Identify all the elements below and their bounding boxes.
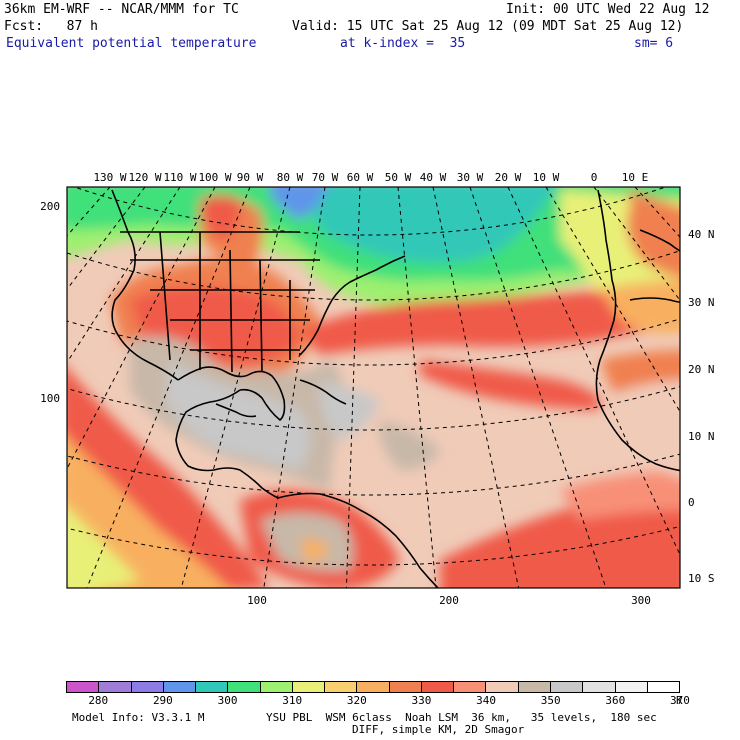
diffusion-info: DIFF, simple KM, 2D Smagor (352, 723, 525, 736)
longitude-label: 100 W (198, 171, 231, 184)
colorbar-label: 360 (605, 694, 626, 707)
colorbar-label: 290 (152, 694, 173, 707)
longitude-label: 60 W (347, 171, 374, 184)
longitude-gridline (263, 187, 326, 588)
colorbar-swatch (615, 682, 648, 692)
colorbar-swatch (357, 682, 390, 692)
colorbar-label: 370 (670, 694, 690, 707)
field-370-caribbean (165, 360, 310, 470)
colorbar-swatch (518, 682, 551, 692)
colorbar-swatch (421, 682, 455, 692)
latitude-label: 10 S (688, 572, 715, 585)
colorbar-label: 310 (282, 694, 303, 707)
colorbar-swatch (583, 682, 616, 692)
longitude-label: 130 W (93, 171, 126, 184)
colorbar-swatch (131, 682, 164, 692)
init-time: Init: 00 UTC Wed 22 Aug 12 (506, 2, 710, 17)
longitude-gridline (432, 187, 520, 588)
colorbar (66, 681, 680, 693)
colorbar-swatch (260, 682, 293, 692)
longitude-label: 0 (591, 171, 598, 184)
colorbar-swatch (454, 682, 487, 692)
smoothing-label: sm= 6 (634, 36, 674, 51)
latitude-gridline (67, 453, 680, 496)
colorbar-swatch (389, 682, 422, 692)
latitude-label: 40 N (688, 228, 715, 241)
k-index-label: at k-index = 35 (340, 36, 466, 51)
left-grid-labels: 200 100 (40, 200, 60, 405)
longitude-gridline (469, 187, 607, 588)
left-grid-label: 200 (40, 200, 60, 213)
longitude-label: 110 W (163, 171, 196, 184)
longitude-gridline (545, 187, 680, 413)
longitude-gridline (507, 187, 680, 556)
physics-info: YSU PBL WSM 6class Noah LSM 36 km, 35 le… (266, 711, 657, 724)
forecast-hour: Fcst: 87 h (4, 19, 98, 34)
colorbar-swatch (486, 682, 519, 692)
longitude-labels: 130 W 120 W 110 W 100 W 90 W 80 W 70 W 60 W 50 W… (93, 171, 648, 184)
longitude-label: 120 W (128, 171, 161, 184)
latitude-labels: 40 N 30 N 20 N 10 N 0 10 S (688, 228, 715, 585)
map-frame (66, 186, 681, 589)
longitude-label: 80 W (277, 171, 304, 184)
longitude-label: 70 W (312, 171, 339, 184)
bottom-grid-label: 200 (439, 594, 459, 607)
field-310-cold-region (302, 187, 557, 264)
longitude-label: 50 W (385, 171, 412, 184)
latitude-label: 10 N (688, 430, 715, 443)
field-name: Equivalent potential temperature (6, 36, 257, 51)
latitude-gridline (72, 187, 668, 236)
longitude-label: 10 W (533, 171, 560, 184)
field-320-pacific (67, 506, 140, 588)
left-grid-label: 100 (40, 392, 60, 405)
colorbar-label: 300 (217, 694, 238, 707)
colorbar-label: 330 (411, 694, 432, 707)
longitude-label: 10 E (622, 171, 649, 184)
model-info: Model Info: V3.3.1 M (72, 711, 205, 724)
colorbar-unit: K (676, 694, 683, 707)
model-title: 36km EM-WRF -- NCAR/MMM for TC (4, 2, 239, 17)
latitude-label: 30 N (688, 296, 715, 309)
colorbar-swatch (647, 682, 680, 692)
bottom-grid-label: 100 (247, 594, 267, 607)
latitude-gridline (67, 250, 680, 301)
colorbar-swatch (550, 682, 584, 692)
colorbar-swatch (292, 682, 326, 692)
latitude-label: 20 N (688, 363, 715, 376)
colorbar-swatch (99, 682, 132, 692)
colorbar-label: 340 (476, 694, 496, 707)
longitude-gridline (397, 187, 437, 588)
latitude-label: 0 (688, 496, 695, 509)
colorbar-swatch (196, 682, 229, 692)
bottom-grid-label: 300 (631, 594, 651, 607)
longitude-label: 30 W (457, 171, 484, 184)
longitude-label: 90 W (237, 171, 264, 184)
valid-time: Valid: 15 UTC Sat 25 Aug 12 (09 MDT Sat … (292, 19, 684, 34)
colorbar-swatch (325, 682, 358, 692)
colorbar-swatch (163, 682, 197, 692)
colorbar-swatch (67, 682, 100, 692)
longitude-label: 20 W (495, 171, 522, 184)
longitude-label: 40 W (420, 171, 447, 184)
colorbar-label: 280 (88, 694, 109, 707)
longitude-gridline (67, 187, 216, 470)
colorbar-label: 350 (540, 694, 561, 707)
longitude-gridline (345, 187, 361, 588)
bottom-grid-labels: 100 200 300 (247, 594, 651, 607)
longitude-gridline (86, 187, 251, 588)
colorbar-label: 320 (346, 694, 367, 707)
coastlines (111, 189, 680, 588)
colorbar-swatch (228, 682, 261, 692)
